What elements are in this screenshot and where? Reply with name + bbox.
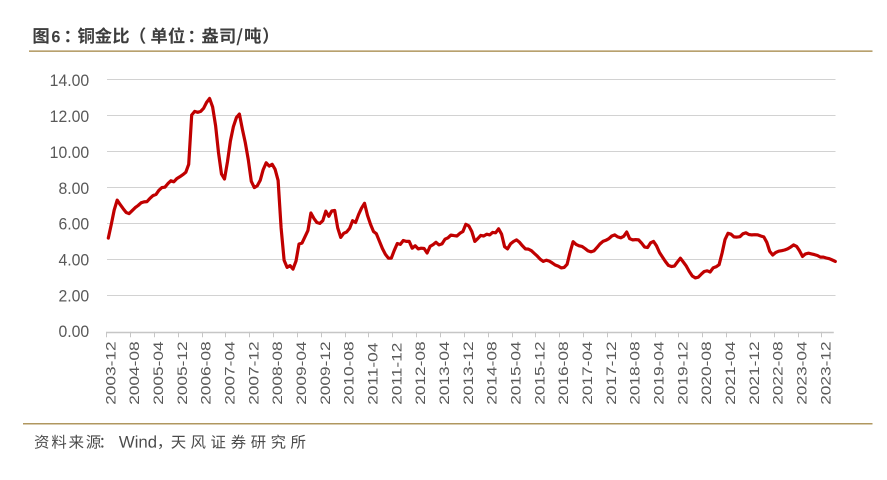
svg-text:2018-08: 2018-08 — [628, 341, 643, 405]
svg-text:0.00: 0.00 — [58, 323, 89, 342]
svg-text:2003-12: 2003-12 — [104, 341, 119, 404]
svg-text:2013-04: 2013-04 — [437, 341, 452, 405]
svg-text:2009-12: 2009-12 — [318, 341, 333, 404]
svg-text:12.00: 12.00 — [50, 108, 90, 127]
svg-text:2005-12: 2005-12 — [175, 341, 190, 404]
svg-text:14.00: 14.00 — [50, 72, 90, 91]
svg-text:2004-08: 2004-08 — [127, 341, 142, 405]
svg-text:2014-08: 2014-08 — [485, 341, 500, 405]
svg-text:2020-08: 2020-08 — [700, 341, 715, 405]
svg-text:2021-04: 2021-04 — [723, 341, 738, 405]
svg-text:2017-04: 2017-04 — [580, 341, 595, 405]
svg-text:2023-12: 2023-12 — [819, 341, 834, 404]
svg-text:2023-04: 2023-04 — [795, 341, 810, 405]
svg-text:2013-12: 2013-12 — [461, 341, 476, 404]
svg-text:2019-04: 2019-04 — [652, 341, 667, 405]
svg-text:2019-12: 2019-12 — [676, 341, 691, 404]
svg-text:2022-08: 2022-08 — [771, 341, 786, 405]
svg-text:2005-04: 2005-04 — [151, 341, 166, 405]
svg-text:2015-12: 2015-12 — [533, 341, 548, 404]
svg-text:6.00: 6.00 — [58, 215, 89, 234]
svg-text:2016-08: 2016-08 — [557, 341, 572, 405]
svg-text:2006-08: 2006-08 — [199, 341, 214, 405]
svg-text:2007-12: 2007-12 — [247, 341, 262, 404]
svg-text:2010-08: 2010-08 — [342, 341, 357, 405]
svg-text:10.00: 10.00 — [50, 143, 90, 162]
svg-text:4.00: 4.00 — [58, 251, 89, 270]
svg-text:2009-04: 2009-04 — [294, 341, 309, 405]
svg-text:2007-04: 2007-04 — [223, 341, 238, 405]
svg-text:2011-04: 2011-04 — [366, 342, 381, 404]
svg-text:2017-12: 2017-12 — [604, 341, 619, 404]
svg-text:2011-12: 2011-12 — [390, 343, 405, 405]
svg-text:2015-04: 2015-04 — [509, 341, 524, 405]
svg-text:2012-08: 2012-08 — [414, 341, 429, 405]
svg-text:8.00: 8.00 — [58, 179, 89, 198]
svg-text:2.00: 2.00 — [58, 287, 89, 306]
svg-text:2008-08: 2008-08 — [270, 341, 285, 405]
svg-text:2021-12: 2021-12 — [747, 341, 762, 404]
